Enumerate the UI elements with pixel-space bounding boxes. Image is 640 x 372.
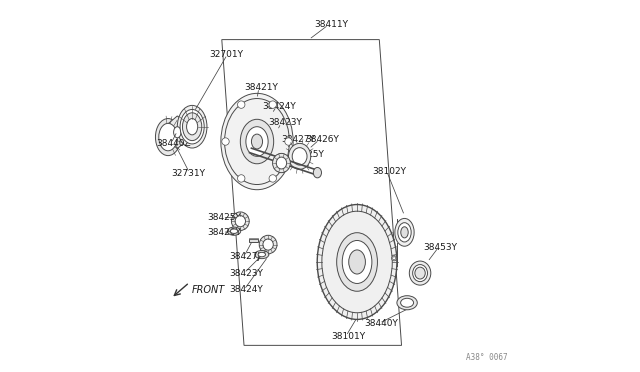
- Ellipse shape: [292, 148, 307, 165]
- Text: 38427Y: 38427Y: [281, 135, 315, 144]
- Ellipse shape: [317, 205, 397, 320]
- Ellipse shape: [410, 261, 431, 285]
- Text: 38440Y: 38440Y: [364, 319, 398, 328]
- Ellipse shape: [159, 124, 177, 151]
- Ellipse shape: [246, 127, 268, 156]
- Circle shape: [392, 256, 397, 261]
- Ellipse shape: [349, 250, 365, 274]
- Ellipse shape: [395, 218, 414, 246]
- Ellipse shape: [413, 264, 428, 282]
- Ellipse shape: [259, 235, 277, 254]
- Ellipse shape: [180, 109, 204, 144]
- Circle shape: [222, 138, 229, 145]
- Ellipse shape: [273, 153, 291, 173]
- Text: 32701Y: 32701Y: [209, 50, 243, 59]
- Text: 38425Y: 38425Y: [291, 150, 324, 159]
- Text: 38424Y: 38424Y: [229, 285, 263, 294]
- Text: 38423Y: 38423Y: [229, 269, 263, 278]
- Ellipse shape: [232, 212, 249, 231]
- Ellipse shape: [314, 167, 321, 178]
- Ellipse shape: [289, 143, 311, 169]
- Ellipse shape: [221, 93, 293, 190]
- Ellipse shape: [252, 134, 262, 149]
- Text: 38425Y: 38425Y: [207, 213, 241, 222]
- Ellipse shape: [187, 119, 198, 135]
- Ellipse shape: [173, 127, 181, 138]
- Ellipse shape: [415, 267, 425, 279]
- Ellipse shape: [240, 119, 274, 164]
- Circle shape: [237, 175, 245, 182]
- Ellipse shape: [255, 250, 269, 259]
- Ellipse shape: [258, 252, 266, 257]
- Text: 38102Y: 38102Y: [372, 167, 406, 176]
- Ellipse shape: [337, 233, 378, 291]
- Ellipse shape: [276, 157, 287, 169]
- Ellipse shape: [177, 105, 207, 148]
- Ellipse shape: [156, 119, 180, 155]
- Circle shape: [285, 138, 292, 145]
- Ellipse shape: [401, 227, 408, 238]
- Circle shape: [237, 101, 245, 108]
- Text: 38424Y: 38424Y: [262, 102, 296, 111]
- Polygon shape: [168, 116, 187, 148]
- Bar: [249, 238, 259, 242]
- Text: 38101Y: 38101Y: [331, 331, 365, 341]
- Text: 38427J: 38427J: [229, 252, 260, 261]
- Ellipse shape: [342, 240, 372, 283]
- Circle shape: [392, 257, 396, 260]
- Text: 38426Y: 38426Y: [305, 135, 339, 144]
- Ellipse shape: [182, 113, 202, 141]
- Ellipse shape: [263, 239, 273, 250]
- Text: A38° 0067: A38° 0067: [467, 353, 508, 362]
- Text: 38453Y: 38453Y: [424, 243, 458, 251]
- Text: 38423Y: 38423Y: [268, 119, 302, 128]
- Text: 38421Y: 38421Y: [244, 83, 278, 92]
- Bar: [249, 238, 259, 239]
- Text: 32731Y: 32731Y: [172, 169, 205, 177]
- Ellipse shape: [401, 298, 413, 307]
- Ellipse shape: [397, 296, 417, 310]
- Text: 38411Y: 38411Y: [314, 20, 348, 29]
- Text: FRONT: FRONT: [192, 285, 225, 295]
- Ellipse shape: [230, 229, 237, 234]
- Ellipse shape: [398, 223, 411, 242]
- Ellipse shape: [227, 227, 241, 235]
- Circle shape: [269, 175, 276, 182]
- Ellipse shape: [235, 216, 246, 227]
- Text: 38426Y: 38426Y: [207, 228, 241, 237]
- Circle shape: [269, 101, 276, 108]
- Text: 38440Z: 38440Z: [156, 139, 191, 148]
